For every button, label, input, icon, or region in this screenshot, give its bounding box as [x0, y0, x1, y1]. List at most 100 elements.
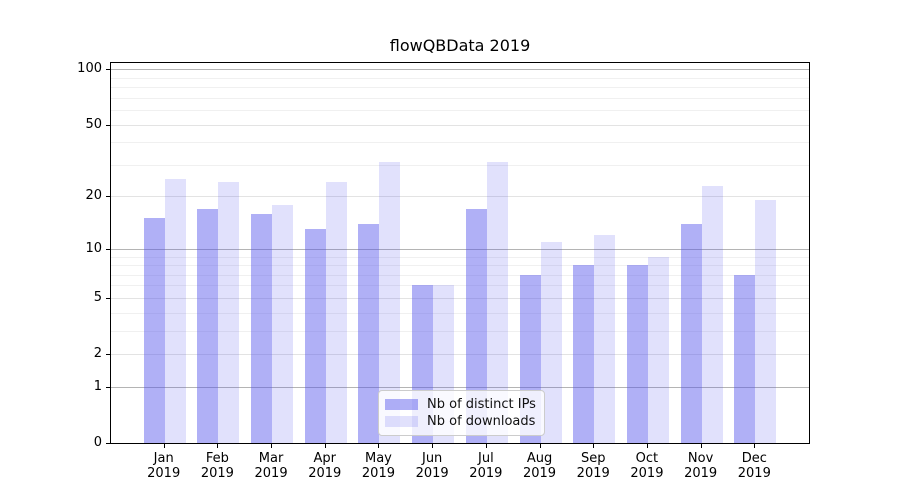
legend-entry: Nb of distinct IPs [385, 397, 538, 412]
y-tick-label: 1 [93, 378, 102, 394]
x-tick-label: Jan 2019 [134, 451, 194, 481]
gridline-minor [111, 265, 809, 267]
y-tick-label: 10 [85, 240, 102, 256]
x-tick-year: 2019 [361, 466, 395, 481]
gridline-major [111, 297, 809, 299]
gridline-minor [111, 142, 809, 144]
x-tick-year: 2019 [254, 466, 288, 481]
x-tick-mark [754, 444, 756, 448]
bar-distinct-ips [465, 208, 487, 443]
bar-distinct-ips [251, 213, 273, 443]
x-tick-mark [163, 444, 165, 448]
x-tick-month: Feb [205, 451, 229, 466]
x-tick-mark [593, 444, 595, 448]
x-tick-month: Jun [421, 451, 443, 466]
gridline-major [111, 354, 809, 356]
x-tick-label: Jul 2019 [456, 451, 516, 481]
bar-distinct-ips [197, 208, 219, 443]
x-tick-month: May [365, 451, 392, 466]
y-tick-label: 0 [93, 435, 102, 450]
y-tick-label: 50 [85, 116, 102, 132]
y-tick-mark [106, 297, 110, 299]
legend: Nb of distinct IPs Nb of downloads [378, 390, 545, 436]
bar-downloads [540, 241, 562, 443]
x-tick-year: 2019 [630, 466, 664, 481]
y-tick-mark [106, 248, 110, 250]
bar-distinct-ips [680, 223, 702, 443]
bar-downloads [755, 200, 777, 443]
x-tick-month: Jul [478, 451, 494, 466]
y-tick-label: 5 [93, 289, 102, 305]
y-tick-label: 2 [93, 346, 102, 362]
x-tick-label: May 2019 [348, 451, 408, 481]
x-tick-label: Dec 2019 [724, 451, 784, 481]
x-tick-mark [217, 444, 219, 448]
x-tick-label: Feb 2019 [187, 451, 247, 481]
gridline-minor [111, 87, 809, 89]
x-tick-mark [485, 444, 487, 448]
y-tick-mark [106, 69, 110, 71]
x-tick-mark [646, 444, 648, 448]
gridline-minor [111, 274, 809, 276]
gridline-minor [111, 77, 809, 79]
bar-downloads [647, 256, 669, 443]
legend-label: Nb of downloads [427, 414, 536, 429]
legend-swatch [385, 416, 418, 427]
bar-downloads [218, 182, 240, 443]
legend-swatch [385, 399, 418, 410]
x-tick-year: 2019 [200, 466, 234, 481]
x-tick-year: 2019 [522, 466, 557, 481]
y-tick-label: 100 [77, 61, 102, 77]
x-tick-label: Apr 2019 [295, 451, 355, 481]
x-tick-label: Sep 2019 [563, 451, 623, 481]
x-tick-month: Dec [741, 451, 767, 466]
x-tick-month: Aug [526, 451, 553, 466]
x-tick-mark [539, 444, 541, 448]
bar-downloads [701, 185, 723, 443]
x-tick-year: 2019 [576, 466, 610, 481]
bar-distinct-ips [626, 265, 648, 443]
gridline-minor [111, 110, 809, 112]
bar-distinct-ips [143, 218, 165, 443]
x-tick-month: Apr [313, 451, 337, 466]
x-tick-month: Oct [635, 451, 659, 466]
x-tick-label: Jun 2019 [402, 451, 462, 481]
bar-distinct-ips [358, 223, 380, 443]
x-tick-mark [324, 444, 326, 448]
x-tick-mark [271, 444, 273, 448]
y-tick-mark [106, 196, 110, 198]
gridline-major [111, 196, 809, 198]
x-tick-mark [432, 444, 434, 448]
bar-distinct-ips [734, 274, 756, 443]
x-tick-year: 2019 [147, 466, 181, 481]
x-tick-year: 2019 [737, 466, 771, 481]
gridline-major [111, 124, 809, 126]
x-tick-month: Sep [580, 451, 606, 466]
gridline-major [111, 386, 809, 388]
y-tick-mark [106, 443, 110, 444]
bar-downloads [164, 179, 186, 443]
y-tick-mark [106, 354, 110, 356]
y-tick-label: 20 [85, 188, 102, 204]
gridline-major [111, 69, 809, 71]
x-tick-year: 2019 [308, 466, 342, 481]
x-tick-label: Oct 2019 [617, 451, 677, 481]
bar-downloads [486, 162, 508, 443]
gridline-minor [111, 97, 809, 99]
legend-entry: Nb of downloads [385, 414, 538, 429]
plot-area [110, 62, 810, 444]
x-tick-year: 2019 [469, 466, 503, 481]
bar-downloads [325, 182, 347, 443]
x-tick-month: Nov [687, 451, 714, 466]
x-tick-mark [700, 444, 702, 448]
chart-title: flowQBData 2019 [389, 36, 531, 55]
gridline-minor [111, 256, 809, 258]
x-tick-label: Aug 2019 [510, 451, 570, 481]
bar-distinct-ips [304, 229, 326, 443]
bar-downloads [594, 235, 616, 443]
bar-downloads [272, 204, 294, 443]
gridline-minor [111, 312, 809, 314]
legend-label: Nb of distinct IPs [427, 397, 536, 412]
bar-downloads [379, 162, 401, 443]
